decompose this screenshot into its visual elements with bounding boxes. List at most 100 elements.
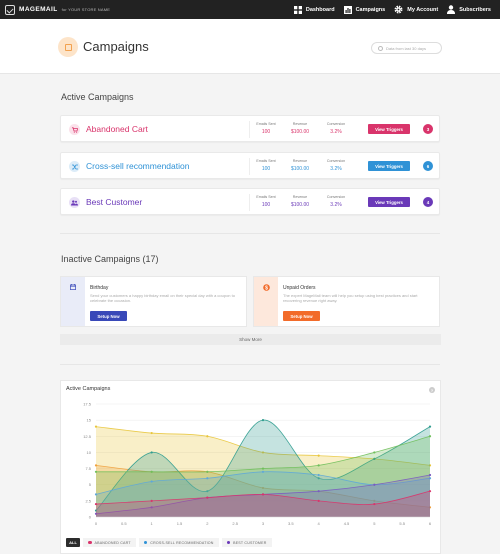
data-point bbox=[150, 431, 153, 435]
divider bbox=[249, 121, 250, 138]
campaign-name[interactable]: Best Customer bbox=[86, 197, 143, 207]
setup-now-button[interactable]: Setup Now bbox=[90, 311, 127, 321]
legend-item-best-customer[interactable]: BEST CUSTOMER bbox=[221, 538, 272, 547]
revenue-stat: Revenue $100.00 bbox=[285, 195, 315, 208]
inactive-campaigns-title: Inactive Campaigns (17) bbox=[61, 254, 159, 264]
series-area-3 bbox=[96, 436, 430, 517]
revenue-label: Revenue bbox=[292, 159, 308, 163]
data-point bbox=[150, 499, 153, 502]
campaign-name[interactable]: Cross-sell recommendation bbox=[86, 161, 190, 171]
y-tick-label: 0 bbox=[89, 515, 92, 520]
setup-now-button[interactable]: Setup Now bbox=[283, 311, 320, 321]
conversion-stat: Conversion 3.2% bbox=[321, 159, 351, 172]
trigger-count-badge: 3 bbox=[423, 124, 433, 134]
active-campaigns-title: Active Campaigns bbox=[61, 92, 134, 102]
nav-dashboard[interactable]: Dashboard bbox=[293, 5, 335, 14]
data-point bbox=[428, 435, 432, 438]
conversion-stat: Conversion 3.2% bbox=[321, 195, 351, 208]
show-more-button[interactable]: Show More bbox=[60, 334, 441, 345]
help-icon[interactable]: ? bbox=[429, 387, 435, 393]
data-point bbox=[428, 506, 432, 509]
nav-campaigns-label: Campaigns bbox=[355, 6, 386, 13]
x-tick-label: 1 bbox=[151, 521, 154, 526]
revenue-stat: Revenue $100.00 bbox=[285, 159, 315, 172]
data-point bbox=[373, 451, 376, 454]
inactive-campaign-name: Unpaid Orders bbox=[283, 285, 316, 291]
data-point bbox=[206, 435, 209, 438]
x-tick-label: 2 bbox=[206, 521, 209, 526]
data-point bbox=[150, 470, 153, 473]
legend-item-abandoned-cart[interactable]: ABANDONED CART bbox=[83, 538, 136, 547]
conversion-label: Conversion bbox=[326, 159, 346, 163]
x-tick-label: 1.5 bbox=[177, 521, 183, 526]
y-tick-label: 7.5 bbox=[85, 466, 91, 471]
revenue-stat: Revenue $100.00 bbox=[285, 122, 315, 135]
revenue-value: $100.00 bbox=[290, 166, 310, 172]
x-tick-label: 5.5 bbox=[399, 521, 405, 526]
data-point bbox=[94, 509, 98, 512]
legend-dot bbox=[226, 540, 231, 545]
legend-all-button[interactable]: ALL bbox=[66, 538, 80, 547]
conversion-stat: Conversion 3.2% bbox=[321, 122, 351, 135]
divider bbox=[249, 158, 250, 175]
date-range-label: Data from last 30 days bbox=[386, 45, 427, 51]
chart-legend: ALL ABANDONED CART CROSS-SELL RECOMMENDA… bbox=[66, 538, 275, 547]
data-point bbox=[150, 506, 153, 509]
nav-campaigns[interactable]: Campaigns bbox=[343, 5, 386, 14]
campaign-card-cross-sell[interactable]: Cross-sell recommendation Emails Sent 10… bbox=[60, 152, 440, 179]
x-tick-label: 3.5 bbox=[288, 521, 294, 526]
data-point bbox=[261, 486, 265, 490]
nav-subscribers-label: Subscribers bbox=[459, 6, 491, 13]
inactive-card-unpaid-orders: $ Unpaid Orders The expert MageMail team… bbox=[253, 276, 440, 327]
svg-text:$: $ bbox=[265, 285, 268, 291]
data-point bbox=[94, 464, 98, 467]
data-point bbox=[261, 470, 265, 473]
view-triggers-button[interactable]: View Triggers bbox=[368, 197, 410, 207]
revenue-value: $100.00 bbox=[290, 129, 310, 135]
shuffle-icon bbox=[69, 161, 80, 172]
view-triggers-button[interactable]: View Triggers bbox=[368, 124, 410, 134]
dollar-icon: $ bbox=[254, 277, 278, 326]
section-divider bbox=[60, 233, 440, 234]
data-point bbox=[317, 490, 320, 493]
x-tick-label: 0 bbox=[95, 521, 98, 526]
x-tick-label: 5 bbox=[373, 521, 376, 526]
conversion-value: 3.2% bbox=[330, 202, 342, 208]
date-range-filter[interactable]: Data from last 30 days bbox=[371, 42, 442, 54]
campaign-card-abandoned-cart[interactable]: Abandoned Cart Emails Sent 100 Revenue $… bbox=[60, 115, 440, 142]
gear-icon bbox=[394, 5, 403, 14]
data-point bbox=[373, 502, 376, 506]
data-point bbox=[94, 502, 98, 506]
campaign-card-best-customer[interactable]: Best Customer Emails Sent 100 Revenue $1… bbox=[60, 188, 440, 215]
data-point bbox=[428, 490, 432, 493]
x-tick-label: 2.5 bbox=[232, 521, 238, 526]
data-point bbox=[317, 473, 320, 477]
y-tick-label: 17.5 bbox=[83, 402, 92, 407]
emails-sent-stat: Emails Sent 100 bbox=[251, 159, 281, 172]
legend-item-cross-sell[interactable]: CROSS-SELL RECOMMENDATION bbox=[138, 538, 219, 547]
active-campaigns-chart: Active Campaigns ? 0 2.5 5 7.5 10 12.5 15 17.5 0… bbox=[60, 380, 441, 554]
emails-sent-stat: Emails Sent 100 bbox=[251, 122, 281, 135]
data-point bbox=[373, 499, 376, 502]
revenue-label: Revenue bbox=[292, 122, 308, 126]
data-point bbox=[261, 419, 265, 422]
x-tick-label: 6 bbox=[429, 521, 432, 526]
legend-label: BEST CUSTOMER bbox=[233, 540, 267, 545]
emails-sent-value: 100 bbox=[261, 129, 271, 135]
data-point bbox=[373, 457, 376, 460]
view-triggers-button[interactable]: View Triggers bbox=[368, 161, 410, 171]
nav-subscribers[interactable]: Subscribers bbox=[447, 5, 491, 14]
data-point bbox=[317, 464, 320, 467]
data-point bbox=[317, 477, 320, 480]
logo[interactable]: MAGEMAIL for YOUR STORE NAME bbox=[5, 4, 110, 15]
data-point bbox=[428, 425, 432, 428]
inactive-card-birthday: Birthday Send your customers a happy bir… bbox=[60, 276, 247, 327]
nav-my-account[interactable]: My Account bbox=[394, 5, 438, 14]
legend-dot bbox=[88, 540, 92, 545]
data-point bbox=[150, 480, 153, 483]
y-tick-label: 5 bbox=[89, 482, 92, 487]
top-bar: MAGEMAIL for YOUR STORE NAME Dashboard C… bbox=[0, 0, 500, 19]
brand-name: MAGEMAIL bbox=[19, 6, 58, 13]
data-point bbox=[94, 470, 98, 473]
campaign-name[interactable]: Abandoned Cart bbox=[86, 124, 148, 134]
